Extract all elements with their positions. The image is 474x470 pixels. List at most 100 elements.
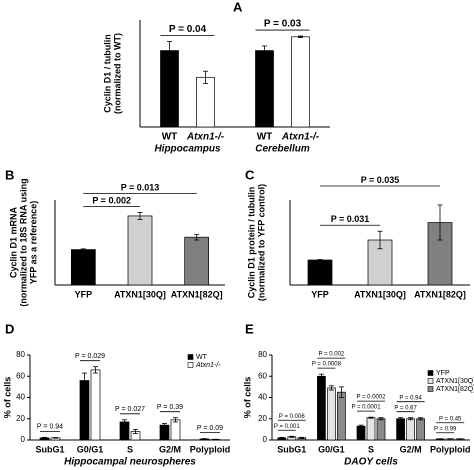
y-tick-label: 60 bbox=[16, 371, 25, 380]
panel-letter: A bbox=[233, 0, 243, 14]
p-value: P = 0.94 bbox=[37, 424, 63, 431]
error-bar bbox=[437, 204, 443, 241]
y-tick-label: 0 bbox=[263, 435, 268, 444]
error-bar bbox=[299, 436, 305, 439]
y-tick-label: 20 bbox=[258, 414, 267, 423]
p-value: P = 0.03 bbox=[264, 19, 302, 30]
x-tick-label: SubG1 bbox=[277, 444, 306, 454]
bar bbox=[327, 387, 336, 441]
error-bar bbox=[279, 436, 285, 439]
y-axis-label: % of cells bbox=[2, 377, 12, 419]
legend-swatch bbox=[427, 378, 434, 384]
error-bar bbox=[368, 416, 374, 419]
x-tick-label: G0/G1 bbox=[77, 444, 104, 454]
x-tick-label: S bbox=[127, 444, 133, 454]
error-bar bbox=[298, 35, 303, 38]
bar bbox=[396, 418, 405, 441]
legend-swatch bbox=[187, 362, 194, 368]
bar-label: WT bbox=[162, 132, 178, 143]
p-value: P = 0.67 bbox=[394, 405, 417, 411]
p-value: P = 0.09 bbox=[197, 425, 223, 432]
legend-swatch bbox=[427, 370, 434, 376]
p-value: P = 0.45 bbox=[439, 416, 462, 422]
x-tick-label: SubG1 bbox=[35, 444, 64, 454]
error-bar bbox=[262, 45, 267, 56]
error-bar bbox=[167, 41, 172, 61]
error-bar bbox=[338, 386, 344, 398]
error-bar bbox=[203, 70, 208, 84]
bar bbox=[170, 419, 181, 441]
chart-panel: A Cyclin D1 / tubulin (normalized to WT) Hi… bbox=[102, 0, 330, 155]
error-bar bbox=[42, 436, 47, 439]
panel-letter: E bbox=[245, 321, 254, 336]
y-axis-label: (normalized to YFP control) bbox=[256, 184, 266, 301]
error-bar bbox=[194, 233, 200, 241]
bar bbox=[317, 375, 326, 441]
error-bar bbox=[93, 366, 98, 374]
panel-letter: B bbox=[5, 167, 14, 182]
x-tick-label: Polyploid bbox=[430, 444, 471, 454]
y-tick-label: 80 bbox=[16, 350, 25, 359]
y-axis-label: (normalized to WT) bbox=[112, 33, 122, 114]
error-bar bbox=[317, 259, 323, 261]
error-bar bbox=[398, 417, 404, 421]
panel-letter: C bbox=[245, 167, 255, 182]
x-tick-label: YFP bbox=[75, 289, 93, 299]
bar bbox=[255, 50, 274, 128]
error-bar bbox=[82, 372, 87, 389]
error-bar bbox=[80, 248, 86, 251]
bar bbox=[416, 418, 425, 441]
error-bar bbox=[289, 435, 295, 438]
x-tick-label: ATXN1[82Q] bbox=[414, 289, 466, 299]
x-tick-label: Polyploid bbox=[190, 444, 231, 454]
p-value: P = 0.013 bbox=[121, 182, 160, 192]
p-value: P = 0.035 bbox=[361, 175, 400, 185]
y-axis-label: (normalized to 18S RNA using bbox=[18, 178, 28, 306]
chart-panel: C Cyclin D1 protein / tubulin (normalized … bbox=[245, 167, 470, 301]
x-axis-label: Hippocampal neurospheres bbox=[64, 457, 196, 468]
bar bbox=[366, 417, 376, 441]
bar-label: Atxn1-/- bbox=[186, 132, 225, 143]
x-tick-label: S bbox=[368, 444, 374, 454]
bar bbox=[196, 76, 215, 128]
bar bbox=[127, 215, 153, 286]
p-value: P = 0.0001 bbox=[351, 405, 381, 411]
bar bbox=[160, 50, 179, 128]
p-value: P = 0.39 bbox=[157, 404, 183, 411]
bar bbox=[184, 236, 210, 286]
chart-panel: E 0 20 40 60 80 % of cells SubG1 G0/G1 S G2/M Polyp… bbox=[242, 321, 474, 467]
x-axis-label: DAOY cells bbox=[344, 457, 398, 468]
bar bbox=[70, 249, 96, 286]
bar bbox=[356, 425, 366, 441]
x-tick-label: ATXN1[30Q] bbox=[114, 289, 166, 299]
y-axis-label: Cyclin D1 / tubulin bbox=[102, 34, 112, 113]
error-bar bbox=[377, 230, 383, 250]
error-bar bbox=[328, 385, 334, 391]
bar bbox=[159, 424, 170, 441]
legend-label: YFP bbox=[436, 370, 450, 377]
bar bbox=[291, 36, 310, 128]
p-value: P = 0.99 bbox=[434, 426, 457, 432]
legend-label: ATXN1[82Q] bbox=[436, 386, 474, 393]
x-tick-label: ATXN1[82Q] bbox=[171, 289, 223, 299]
legend-swatch bbox=[427, 386, 434, 392]
group-label: Cerebellum bbox=[255, 144, 310, 155]
y-axis-label: Cyclin D1 mRNA bbox=[8, 206, 18, 278]
y-tick-label: 80 bbox=[258, 350, 267, 359]
group-label: Hippocampus bbox=[154, 144, 221, 155]
p-value: P = 0.029 bbox=[75, 353, 105, 360]
bar bbox=[90, 369, 101, 441]
x-tick-label: G0/G1 bbox=[318, 444, 345, 454]
bar bbox=[376, 418, 386, 441]
p-value: P = 0.002 bbox=[319, 352, 345, 358]
legend-label: Atxn1-/- bbox=[195, 362, 221, 369]
error-bar bbox=[418, 417, 424, 421]
error-bar bbox=[378, 417, 384, 421]
y-axis-label: Cyclin D1 protein / tubulin bbox=[246, 187, 256, 299]
bar bbox=[337, 391, 346, 441]
bar bbox=[307, 259, 333, 286]
p-value: P = 0.04 bbox=[169, 24, 207, 35]
legend-label: WT bbox=[196, 354, 208, 361]
p-value: P = 0.001 bbox=[274, 424, 300, 430]
